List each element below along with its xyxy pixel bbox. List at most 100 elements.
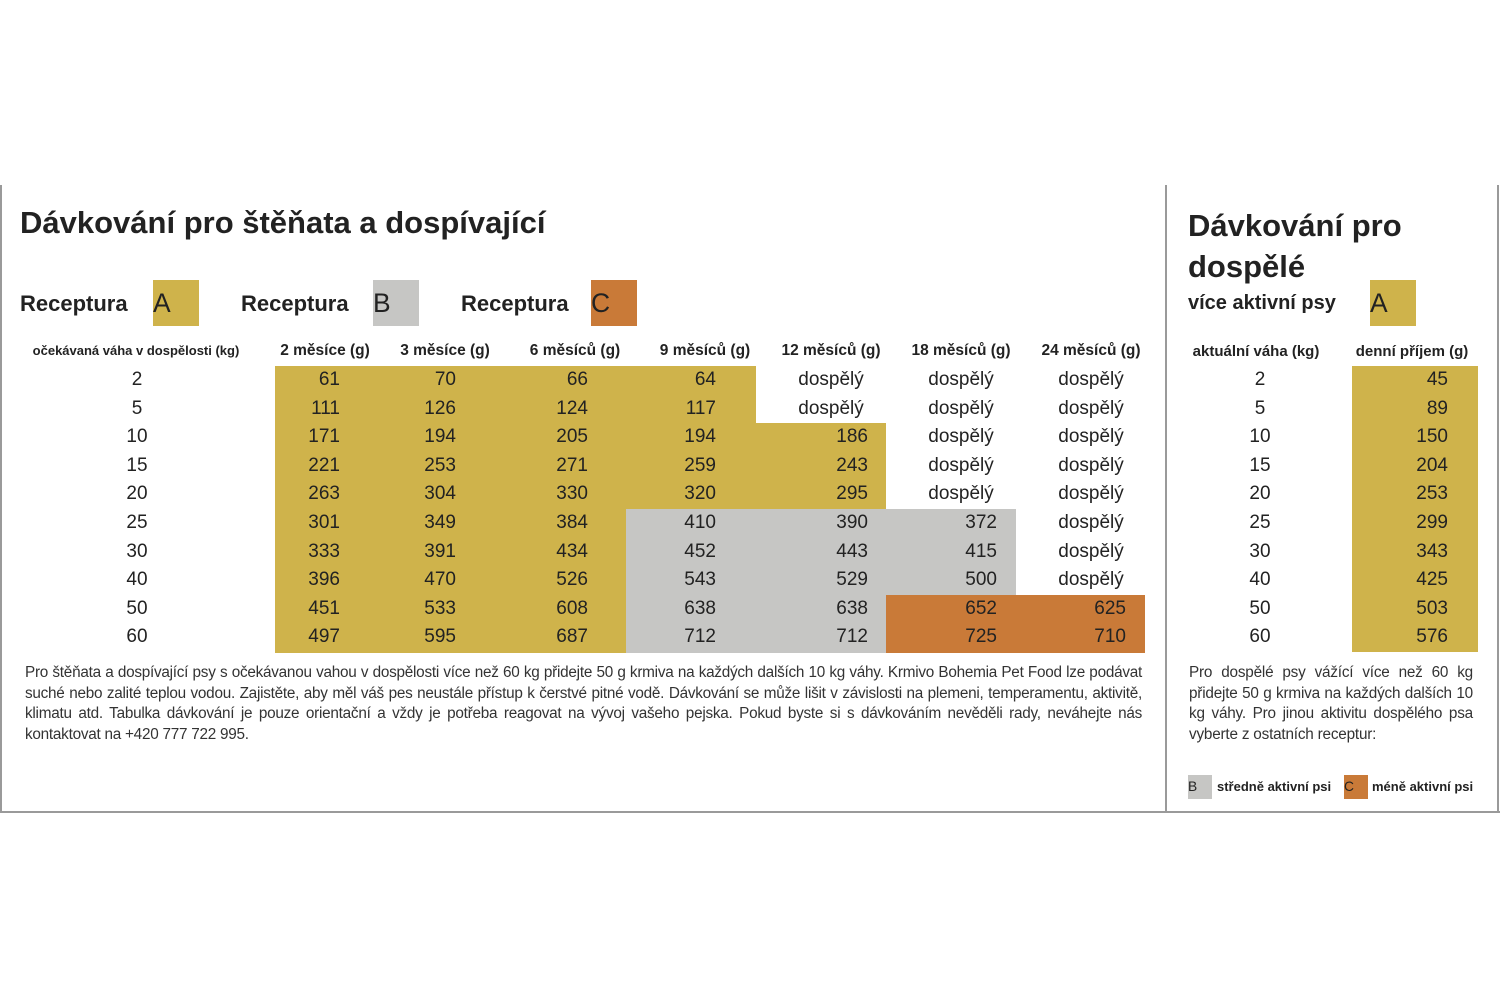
cell-fill bbox=[756, 480, 886, 510]
value-cell: 652 bbox=[965, 597, 997, 619]
weight-cell: 10 bbox=[1249, 426, 1271, 448]
cell-fill bbox=[505, 623, 626, 653]
value-cell: 301 bbox=[308, 512, 340, 533]
cell-fill bbox=[375, 394, 505, 424]
cell-fill bbox=[505, 480, 626, 510]
text-cell: dospělý bbox=[928, 397, 994, 419]
value-cell: 295 bbox=[836, 483, 868, 505]
column-header: 9 měsíců (g) bbox=[659, 342, 751, 359]
subtitle: více aktivní psy bbox=[1188, 292, 1336, 314]
divider bbox=[1165, 185, 1167, 813]
cell-fill bbox=[275, 566, 375, 596]
cell-fill bbox=[275, 394, 375, 424]
value-cell: 204 bbox=[1416, 454, 1448, 476]
cell-fill bbox=[886, 509, 1016, 539]
value-cell: 712 bbox=[836, 626, 868, 648]
value-cell: 415 bbox=[965, 540, 997, 562]
value-cell: 171 bbox=[308, 426, 340, 448]
cell-fill bbox=[626, 366, 756, 396]
recipe-label: Receptura bbox=[241, 291, 349, 316]
cell-fill bbox=[886, 623, 1016, 653]
cell-fill bbox=[626, 423, 756, 453]
weight-cell: 40 bbox=[1249, 569, 1271, 591]
cell-fill bbox=[375, 594, 505, 624]
border bbox=[1497, 185, 1499, 813]
cell-fill bbox=[626, 451, 756, 481]
weight-cell: 30 bbox=[1249, 540, 1271, 562]
weight-cell: 20 bbox=[1249, 483, 1271, 505]
text-cell: dospělý bbox=[1058, 569, 1124, 591]
value-cell: 253 bbox=[424, 454, 456, 476]
weight-cell: 50 bbox=[1249, 597, 1271, 619]
cell-fill bbox=[275, 509, 375, 539]
value-cell: 595 bbox=[424, 626, 456, 648]
cell-fill bbox=[275, 623, 375, 653]
cell-fill bbox=[505, 566, 626, 596]
weight-cell: 5 bbox=[131, 397, 143, 419]
cell-fill bbox=[375, 537, 505, 567]
column-header: 12 měsíců (g) bbox=[781, 342, 881, 359]
cell-fill bbox=[756, 537, 886, 567]
cell-fill bbox=[275, 480, 375, 510]
value-cell: 470 bbox=[424, 569, 456, 591]
column-header: aktuální váha (kg) bbox=[1192, 343, 1320, 360]
value-cell: 126 bbox=[424, 397, 456, 419]
text-cell: dospělý bbox=[928, 483, 994, 505]
value-cell: 390 bbox=[836, 512, 868, 533]
weight-cell: 30 bbox=[126, 540, 148, 562]
value-cell: 150 bbox=[1416, 426, 1448, 448]
value-cell: 712 bbox=[684, 626, 716, 648]
value-cell: 271 bbox=[556, 454, 588, 476]
weight-cell: 25 bbox=[1249, 512, 1271, 533]
value-cell: 243 bbox=[836, 454, 868, 476]
value-cell: 66 bbox=[566, 369, 588, 390]
weight-cell: 20 bbox=[126, 483, 148, 505]
text-cell: dospělý bbox=[1058, 397, 1124, 419]
text-cell: dospělý bbox=[798, 369, 864, 390]
column-header: 24 měsíců (g) bbox=[1041, 342, 1141, 359]
column-header: 2 měsíce (g) bbox=[280, 342, 370, 359]
weight-cell: 25 bbox=[126, 512, 148, 533]
value-cell: 500 bbox=[965, 569, 997, 591]
cell-fill bbox=[505, 509, 626, 539]
value-cell: 111 bbox=[311, 397, 340, 419]
value-cell: 451 bbox=[308, 597, 340, 619]
cell-fill bbox=[626, 394, 756, 424]
value-cell: 320 bbox=[684, 483, 716, 505]
text-cell: dospělý bbox=[1058, 483, 1124, 505]
cell-fill bbox=[626, 537, 756, 567]
cell-fill bbox=[275, 423, 375, 453]
recipe-badge: C bbox=[591, 280, 637, 326]
cell-fill bbox=[626, 509, 756, 539]
value-cell: 434 bbox=[556, 540, 588, 562]
cell-fill bbox=[886, 594, 1016, 624]
value-cell: 443 bbox=[836, 540, 868, 562]
column-header: 18 měsíců (g) bbox=[911, 342, 1011, 359]
value-cell: 45 bbox=[1426, 369, 1448, 390]
value-cell: 608 bbox=[556, 597, 588, 619]
value-cell: 638 bbox=[836, 597, 868, 619]
cell-fill bbox=[626, 566, 756, 596]
cell-fill bbox=[886, 537, 1016, 567]
text-cell: dospělý bbox=[928, 369, 994, 390]
value-cell: 221 bbox=[308, 454, 340, 476]
cell-fill bbox=[505, 451, 626, 481]
cell-fill bbox=[375, 480, 505, 510]
weight-cell: 5 bbox=[1254, 397, 1266, 419]
recipe-badge: C bbox=[1344, 775, 1368, 799]
value-cell: 725 bbox=[965, 626, 997, 648]
value-cell: 304 bbox=[424, 483, 456, 505]
value-cell: 64 bbox=[694, 369, 716, 390]
value-cell: 452 bbox=[684, 540, 716, 562]
weight-cell: 2 bbox=[131, 369, 143, 390]
value-cell: 529 bbox=[836, 569, 868, 591]
value-cell: 89 bbox=[1426, 397, 1448, 419]
title: Dávkování pro dospělé bbox=[1188, 208, 1402, 284]
title: Dávkování pro štěňata a dospívající bbox=[20, 205, 546, 240]
column-header: denní příjem (g) bbox=[1355, 343, 1469, 360]
text-cell: dospělý bbox=[1058, 512, 1124, 533]
value-cell: 194 bbox=[424, 426, 456, 448]
column-header: 3 měsíce (g) bbox=[400, 342, 490, 359]
cell-fill bbox=[505, 537, 626, 567]
